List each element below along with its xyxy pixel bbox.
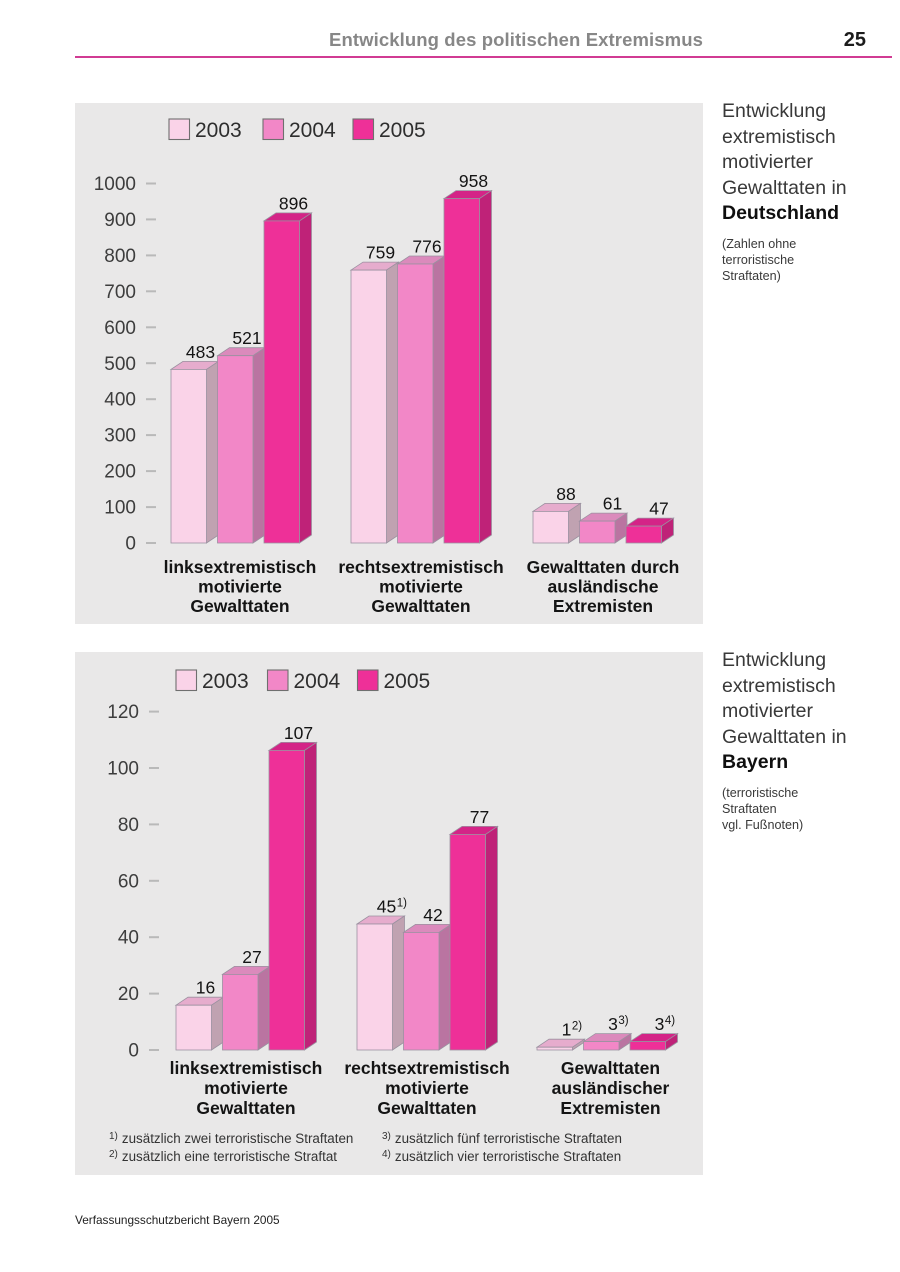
svg-text:3: 3 <box>655 1014 665 1034</box>
svg-text:16: 16 <box>196 978 215 998</box>
svg-text:ausländischer: ausländischer <box>552 1078 670 1098</box>
svg-text:Gewalttaten: Gewalttaten <box>371 596 470 616</box>
svg-text:300: 300 <box>104 426 136 447</box>
svg-text:1)zusätzlich zwei terroristisc: 1) zusätzlich zwei terroristische Strafta… <box>109 1131 353 1146</box>
svg-text:rechtsextremistisch: rechtsextremistisch <box>344 1058 509 1078</box>
svg-text:2): 2) <box>572 1021 582 1033</box>
svg-text:2004: 2004 <box>289 119 336 142</box>
svg-text:42: 42 <box>423 905 442 925</box>
svg-text:759: 759 <box>366 243 395 263</box>
svg-text:80: 80 <box>118 815 139 836</box>
svg-text:0: 0 <box>128 1041 139 1062</box>
svg-text:Gewalttaten: Gewalttaten <box>377 1098 476 1118</box>
svg-text:Gewalttaten: Gewalttaten <box>196 1098 295 1118</box>
svg-text:400: 400 <box>104 390 136 411</box>
svg-text:896: 896 <box>279 193 308 213</box>
svg-text:Gewalttaten: Gewalttaten <box>561 1058 660 1078</box>
svg-text:2005: 2005 <box>379 119 426 142</box>
svg-text:61: 61 <box>603 494 622 514</box>
svg-text:linksextremistisch: linksextremistisch <box>164 557 317 577</box>
svg-text:1: 1 <box>562 1020 572 1040</box>
svg-text:Gewalttaten: Gewalttaten <box>190 596 289 616</box>
svg-text:3): 3) <box>618 1015 628 1027</box>
svg-text:600: 600 <box>104 318 136 339</box>
svg-text:700: 700 <box>104 282 136 303</box>
svg-text:motivierte: motivierte <box>379 577 463 597</box>
svg-text:4): 4) <box>665 1015 675 1027</box>
svg-text:motivierte: motivierte <box>204 1078 288 1098</box>
svg-text:900: 900 <box>104 210 136 231</box>
svg-text:120: 120 <box>107 702 139 723</box>
svg-text:Extremisten: Extremisten <box>560 1098 660 1118</box>
svg-text:motivierte: motivierte <box>198 577 282 597</box>
svg-text:27: 27 <box>242 947 261 967</box>
svg-text:motivierte: motivierte <box>385 1078 469 1098</box>
svg-text:2)zusätzlich eine terroristisc: 2) zusätzlich eine terroristische Strafta… <box>109 1149 337 1164</box>
svg-text:45: 45 <box>377 897 396 917</box>
svg-text:500: 500 <box>104 354 136 375</box>
svg-text:107: 107 <box>284 723 313 743</box>
svg-text:2003: 2003 <box>202 670 249 693</box>
svg-text:521: 521 <box>232 328 261 348</box>
svg-text:3)zusätzlich fünf terroristisc: 3) zusätzlich fünf terroristische Strafta… <box>382 1131 622 1146</box>
svg-text:200: 200 <box>104 462 136 483</box>
svg-text:2005: 2005 <box>384 670 431 693</box>
svg-text:40: 40 <box>118 928 139 949</box>
svg-text:100: 100 <box>107 759 139 780</box>
svg-text:483: 483 <box>186 342 215 362</box>
svg-text:77: 77 <box>470 807 489 827</box>
svg-text:800: 800 <box>104 246 136 267</box>
svg-text:88: 88 <box>556 484 575 504</box>
svg-text:0: 0 <box>125 534 136 555</box>
svg-text:2004: 2004 <box>294 670 341 693</box>
svg-text:20: 20 <box>118 984 139 1005</box>
svg-text:1): 1) <box>397 898 407 910</box>
svg-text:linksextremistisch: linksextremistisch <box>170 1058 323 1078</box>
svg-text:2003: 2003 <box>195 119 242 142</box>
svg-text:ausländische: ausländische <box>548 577 659 597</box>
svg-text:Extremisten: Extremisten <box>553 596 653 616</box>
svg-text:Gewalttaten durch: Gewalttaten durch <box>527 557 680 577</box>
svg-text:3: 3 <box>608 1014 618 1034</box>
svg-text:776: 776 <box>412 237 441 257</box>
svg-text:100: 100 <box>104 498 136 519</box>
svg-text:60: 60 <box>118 871 139 892</box>
svg-text:958: 958 <box>459 171 488 191</box>
svg-text:rechtsextremistisch: rechtsextremistisch <box>338 557 503 577</box>
svg-text:1000: 1000 <box>94 174 136 195</box>
svg-text:47: 47 <box>649 499 668 519</box>
svg-text:4)zusätzlich vier terroristisc: 4) zusätzlich vier terroristische Strafta… <box>382 1149 621 1164</box>
